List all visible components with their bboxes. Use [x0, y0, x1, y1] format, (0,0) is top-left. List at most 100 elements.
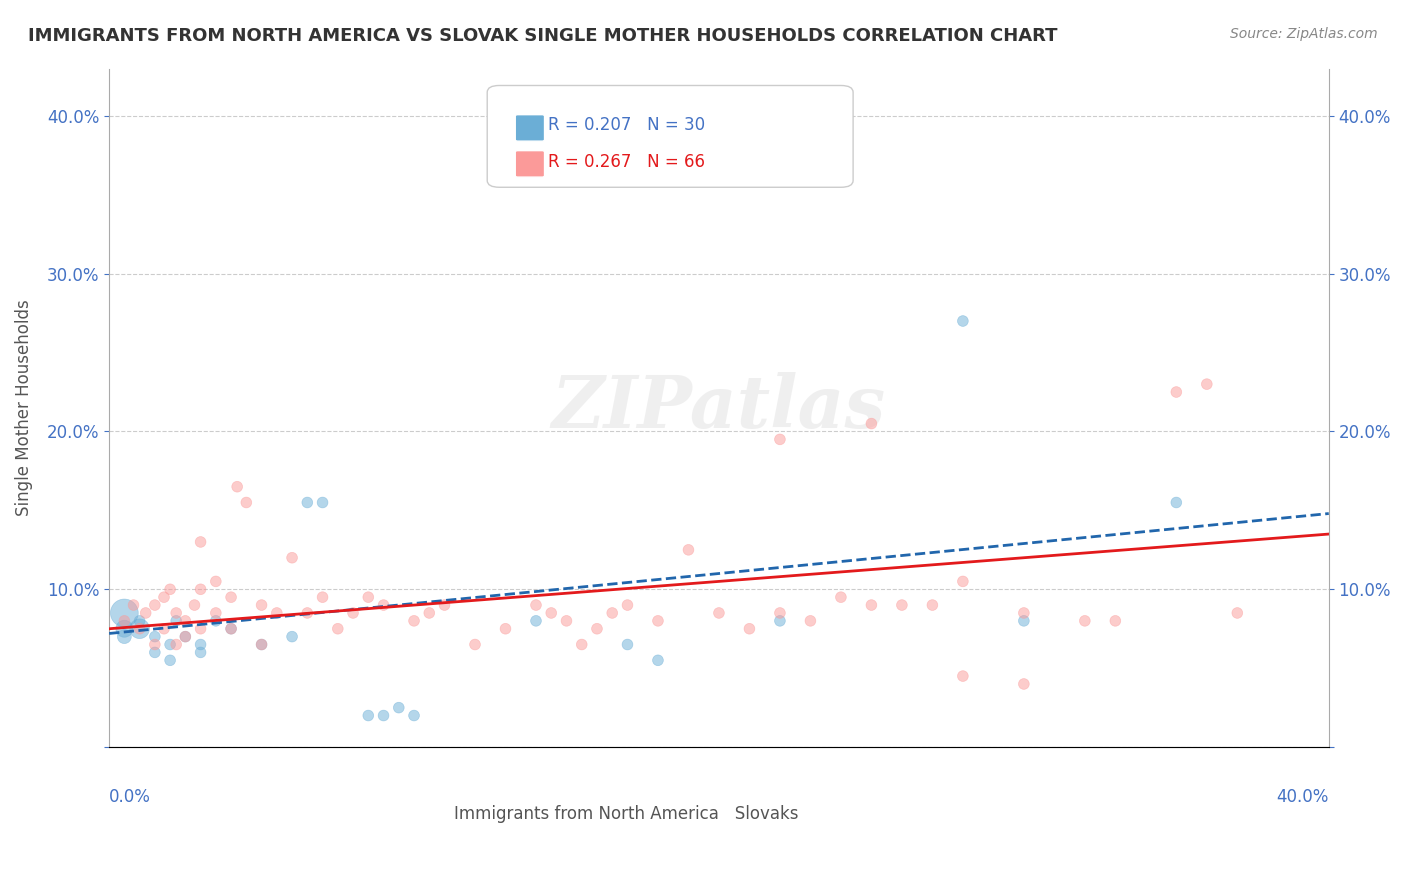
Text: Slovaks: Slovaks: [718, 805, 799, 822]
Point: [616, 598, 638, 612]
Point: [769, 614, 792, 628]
Point: [1012, 606, 1035, 620]
Point: [183, 598, 205, 612]
Point: [1104, 614, 1126, 628]
Point: [555, 614, 578, 628]
Point: [600, 606, 623, 620]
Point: [174, 630, 197, 644]
Point: [122, 598, 145, 612]
Point: [433, 598, 456, 612]
Point: [1074, 614, 1097, 628]
Text: 40.0%: 40.0%: [1277, 788, 1329, 805]
Point: [128, 622, 150, 636]
Point: [402, 614, 425, 628]
Point: [153, 622, 176, 636]
Point: [1195, 377, 1218, 392]
Point: [135, 606, 157, 620]
Point: [586, 622, 609, 636]
Point: [769, 606, 792, 620]
Point: [860, 417, 883, 431]
Point: [165, 614, 187, 628]
Point: [165, 638, 187, 652]
Point: [205, 614, 228, 628]
Point: [357, 708, 380, 723]
Point: [1012, 614, 1035, 628]
Text: Source: ZipAtlas.com: Source: ZipAtlas.com: [1230, 27, 1378, 41]
Point: [297, 495, 319, 509]
Point: [159, 638, 181, 652]
Point: [616, 638, 638, 652]
Point: [143, 645, 166, 659]
Point: [464, 638, 486, 652]
Text: R = 0.207   N = 30: R = 0.207 N = 30: [548, 116, 706, 134]
Point: [159, 582, 181, 597]
Point: [219, 590, 242, 604]
Point: [165, 606, 187, 620]
Point: [647, 614, 669, 628]
Point: [799, 614, 821, 628]
Point: [342, 606, 364, 620]
Point: [524, 614, 547, 628]
Point: [281, 630, 304, 644]
FancyBboxPatch shape: [515, 151, 544, 178]
Point: [890, 598, 912, 612]
Point: [205, 574, 228, 589]
Point: [226, 480, 249, 494]
Point: [571, 638, 593, 652]
Point: [205, 606, 228, 620]
Point: [952, 669, 974, 683]
Point: [952, 574, 974, 589]
FancyBboxPatch shape: [856, 800, 893, 820]
Point: [159, 653, 181, 667]
Point: [1012, 677, 1035, 691]
Point: [540, 606, 562, 620]
Point: [219, 622, 242, 636]
Point: [707, 606, 730, 620]
Point: [143, 598, 166, 612]
Point: [235, 495, 257, 509]
Y-axis label: Single Mother Households: Single Mother Households: [15, 300, 32, 516]
Point: [357, 590, 380, 604]
FancyBboxPatch shape: [522, 800, 557, 820]
Point: [190, 638, 212, 652]
Text: R = 0.267   N = 66: R = 0.267 N = 66: [548, 153, 706, 171]
Point: [921, 598, 943, 612]
Point: [418, 606, 440, 620]
Point: [112, 606, 135, 620]
Point: [128, 614, 150, 628]
Point: [373, 598, 395, 612]
Point: [952, 314, 974, 328]
Point: [190, 582, 212, 597]
Point: [524, 598, 547, 612]
Point: [388, 700, 411, 714]
Point: [153, 590, 176, 604]
Point: [250, 638, 273, 652]
Point: [112, 614, 135, 628]
Point: [112, 630, 135, 644]
Text: 0.0%: 0.0%: [110, 788, 150, 805]
Point: [190, 535, 212, 549]
Point: [311, 495, 333, 509]
Point: [738, 622, 761, 636]
Point: [326, 622, 349, 636]
Point: [1166, 495, 1188, 509]
FancyBboxPatch shape: [488, 86, 853, 187]
Point: [678, 542, 700, 557]
Point: [860, 598, 883, 612]
Point: [373, 708, 395, 723]
Point: [190, 645, 212, 659]
Point: [219, 622, 242, 636]
Point: [128, 622, 150, 636]
Point: [266, 606, 288, 620]
Point: [174, 630, 197, 644]
Text: ZIPatlas: ZIPatlas: [553, 372, 886, 443]
Point: [311, 590, 333, 604]
Point: [281, 550, 304, 565]
Point: [174, 614, 197, 628]
Text: IMMIGRANTS FROM NORTH AMERICA VS SLOVAK SINGLE MOTHER HOUSEHOLDS CORRELATION CHA: IMMIGRANTS FROM NORTH AMERICA VS SLOVAK …: [28, 27, 1057, 45]
Point: [830, 590, 852, 604]
FancyBboxPatch shape: [515, 115, 544, 141]
Point: [1166, 384, 1188, 399]
Point: [402, 708, 425, 723]
Point: [112, 622, 135, 636]
